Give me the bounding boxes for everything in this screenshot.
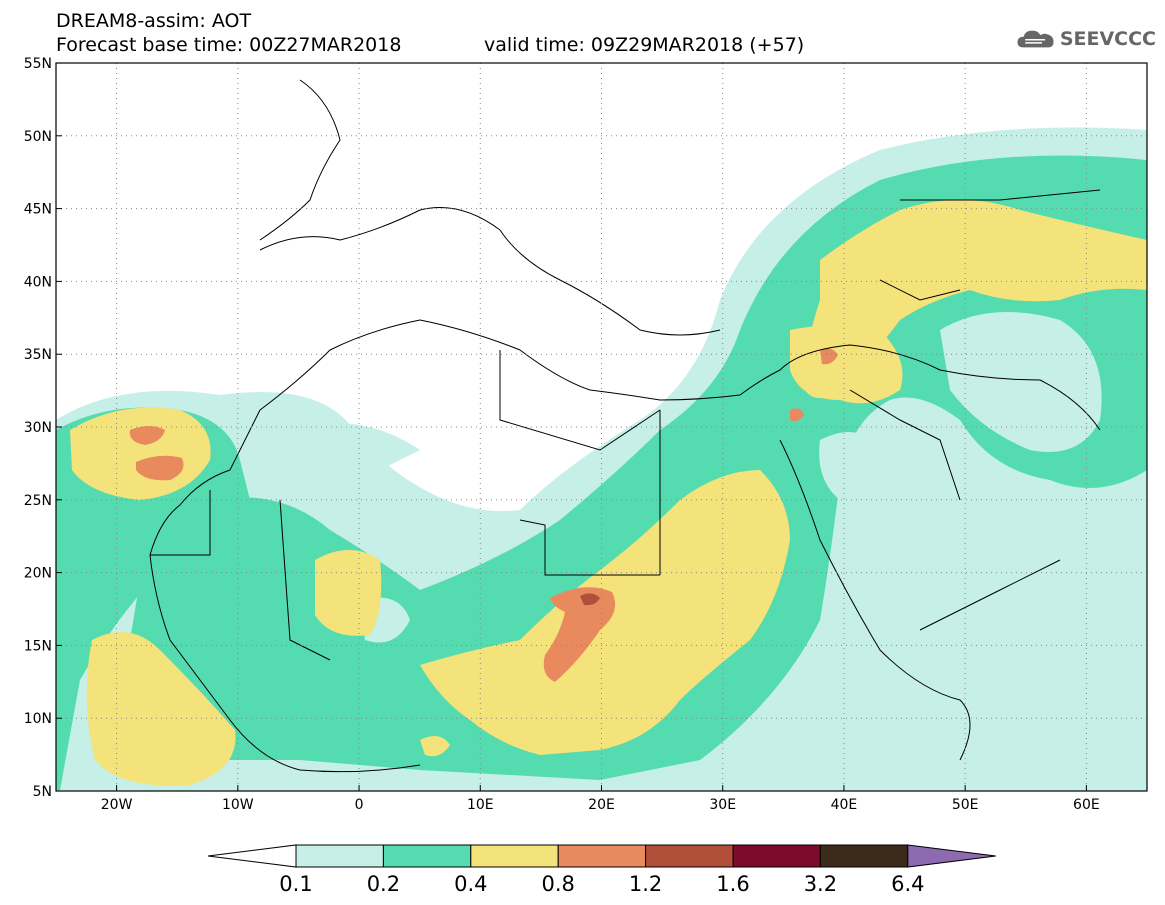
- lon-label: 20E: [588, 797, 615, 813]
- colorbar-segment: [819, 844, 909, 868]
- lon-label: 10E: [467, 797, 494, 813]
- lat-label: 25N: [24, 493, 52, 509]
- cloud-logo-icon: [1017, 30, 1054, 48]
- colorbar-segment: [382, 844, 472, 868]
- colorbar-label: 0.4: [454, 872, 487, 896]
- colorbar-segment: [557, 844, 647, 868]
- lat-label: 45N: [24, 202, 52, 218]
- lat-label: 50N: [24, 129, 52, 145]
- forecast-base-time: Forecast base time: 00Z27MAR2018: [56, 34, 402, 56]
- valid-time: valid time: 09Z29MAR2018 (+57): [484, 34, 805, 56]
- seevccc-logo: SEEVCCC: [1016, 22, 1156, 56]
- lat-label: 40N: [24, 274, 52, 290]
- colorbar-segment: [295, 844, 384, 868]
- colorbar-over-arrow: [907, 844, 996, 868]
- lat-label: 15N: [24, 638, 52, 654]
- logo-text: SEEVCCC: [1059, 28, 1156, 50]
- lon-label: 50E: [952, 797, 979, 813]
- colorbar-under-arrow: [207, 844, 297, 868]
- lat-label: 10N: [24, 711, 52, 727]
- lon-label: 60E: [1073, 797, 1100, 813]
- lon-label: 30E: [709, 797, 736, 813]
- lat-label: 55N: [24, 56, 52, 72]
- colorbar-segment: [732, 844, 821, 868]
- lat-label: 5N: [33, 784, 52, 800]
- longitude-labels: 20W 10W 0 10E 20E 30E 40E 50E 60E: [101, 785, 1100, 813]
- colorbar-segment: [645, 844, 734, 868]
- map-title: DREAM8-assim: AOT: [56, 10, 252, 32]
- colorbar-label: 0.2: [367, 872, 400, 896]
- lon-label: 40E: [831, 797, 858, 813]
- lat-label: 35N: [24, 347, 52, 363]
- lat-label: 30N: [24, 420, 52, 436]
- colorbar-segment: [470, 844, 559, 868]
- coastlines: [149, 79, 1101, 773]
- aot-shading: [56, 127, 1147, 791]
- colorbar-label: 1.2: [629, 872, 662, 896]
- lat-label: 20N: [24, 566, 52, 582]
- lon-label: 20W: [101, 797, 133, 813]
- colorbar-label: 3.2: [804, 872, 837, 896]
- colorbar-label: 1.6: [716, 872, 749, 896]
- latitude-labels: 55N 50N 45N 40N 35N 30N 25N 20N 15N 10N 5N: [24, 56, 62, 800]
- colorbar-label: 0.8: [541, 872, 574, 896]
- colorbar-label: 6.4: [891, 872, 924, 896]
- lon-label: 10W: [222, 797, 254, 813]
- lon-label: 0: [355, 797, 364, 813]
- colorbar-label: 0.1: [279, 872, 312, 896]
- colorbar: 0.1 0.2 0.4 0.8 1.2 1.6 3.2 6.4: [207, 844, 996, 896]
- grid-lines: [56, 63, 1147, 791]
